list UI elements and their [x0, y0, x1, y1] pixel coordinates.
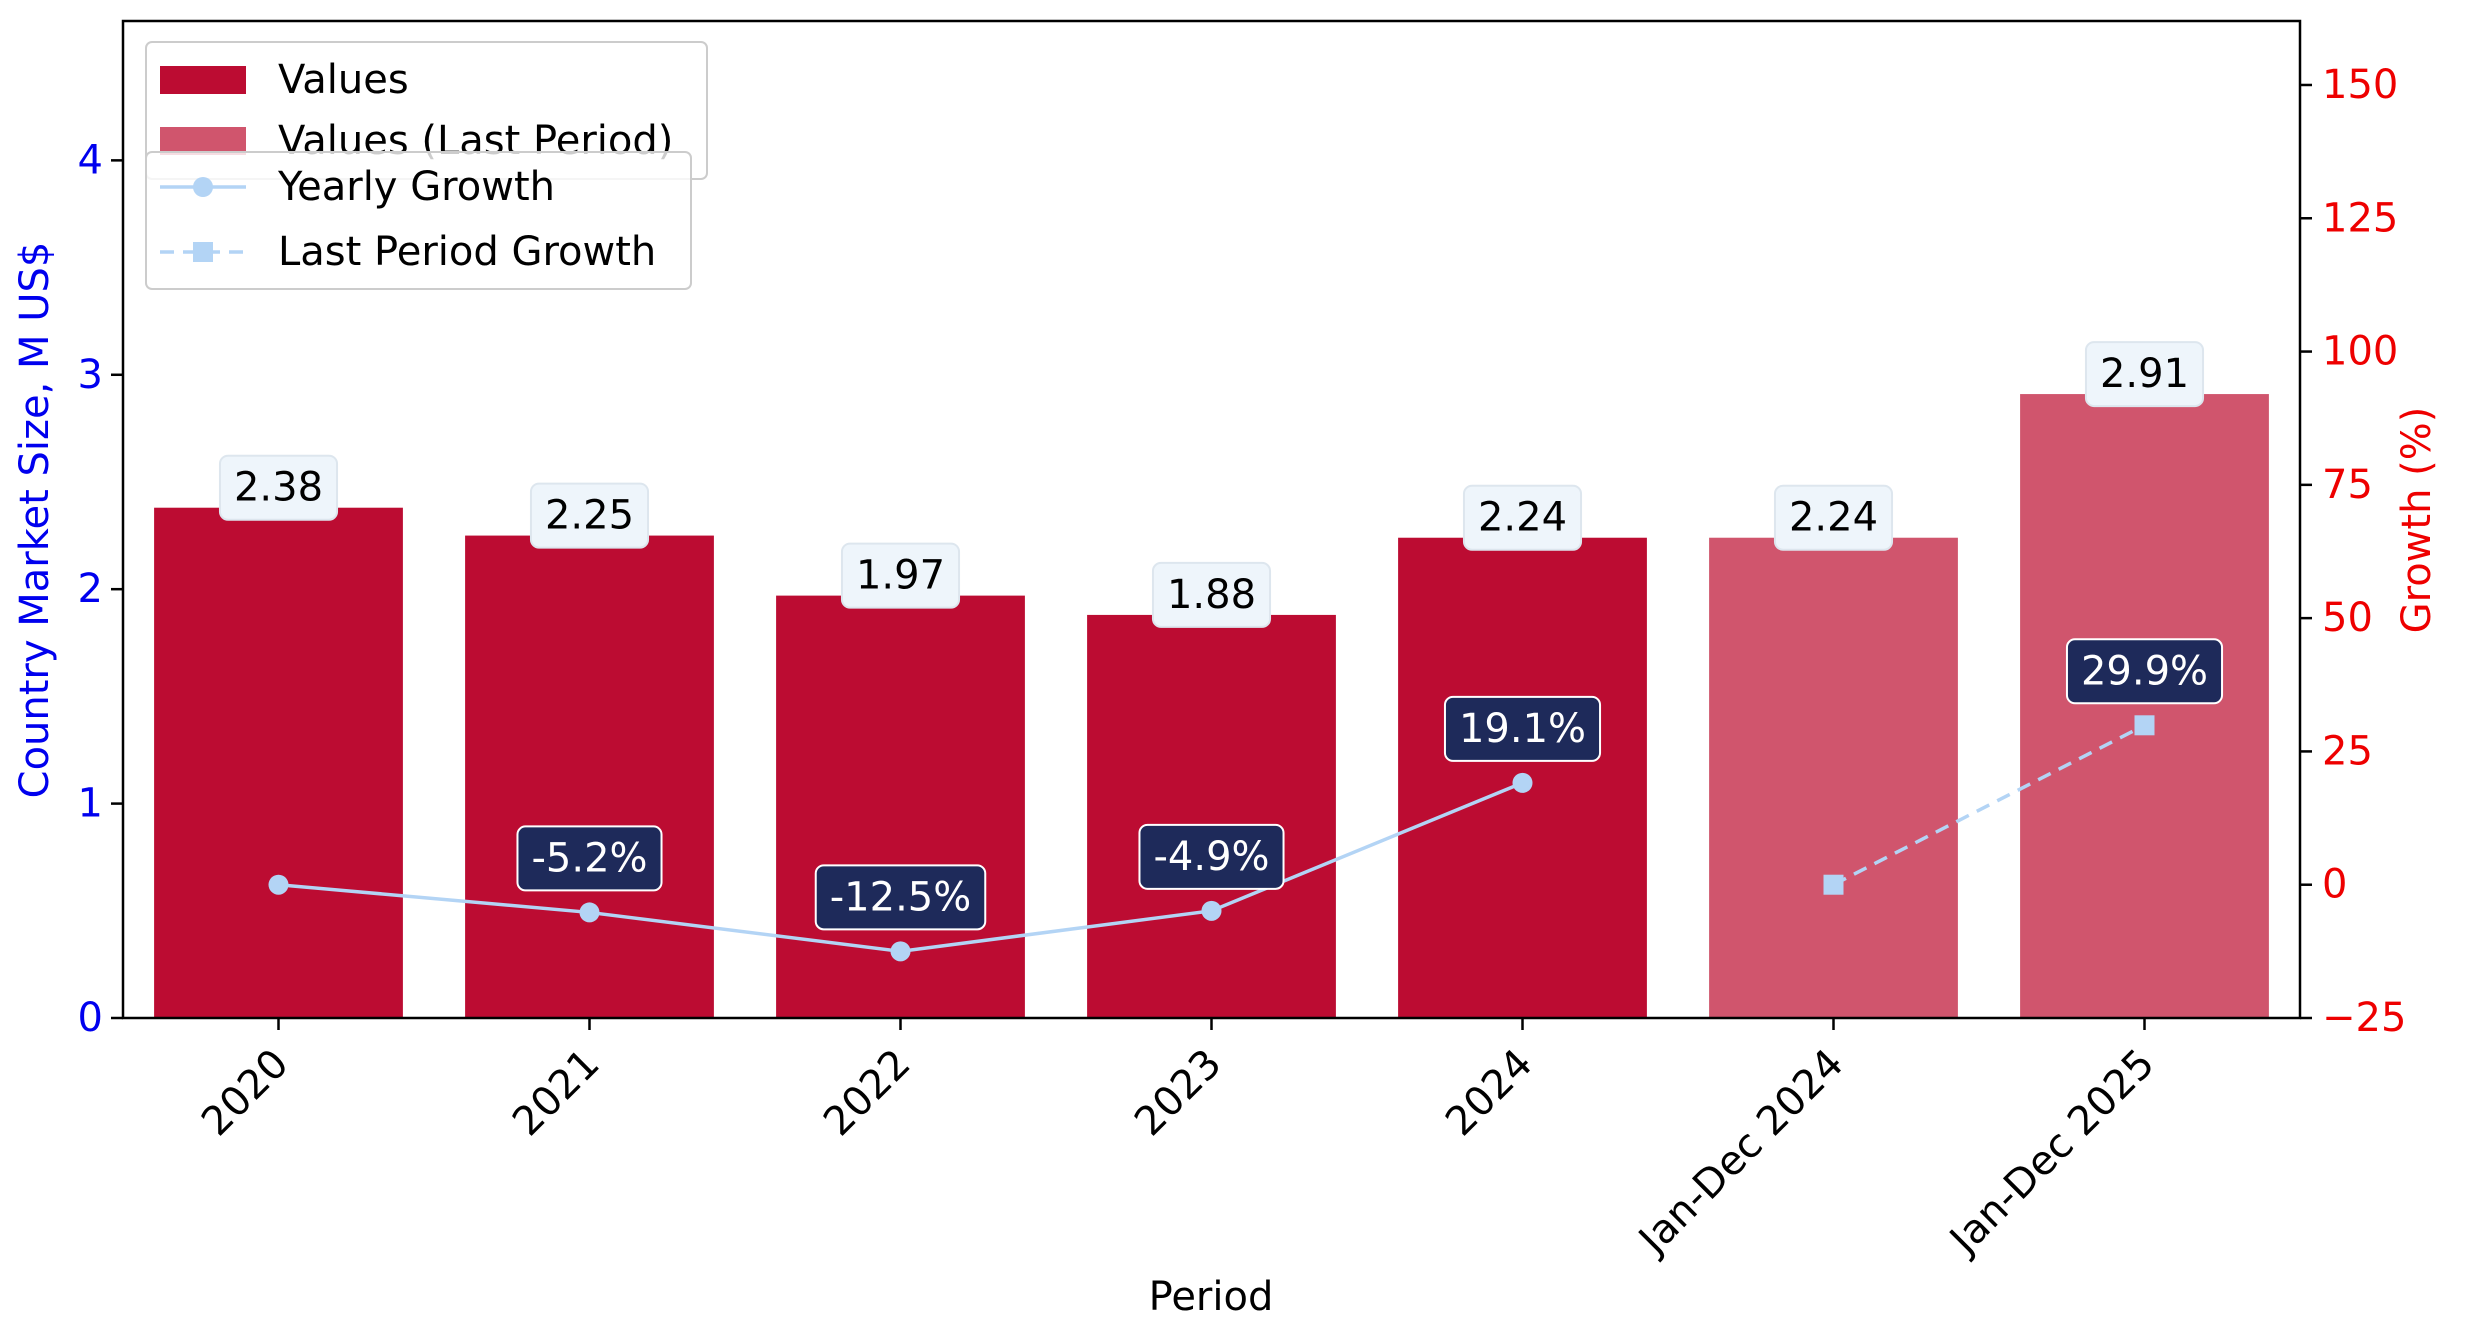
legend-label: Values [278, 57, 409, 103]
growth-label: -12.5% [814, 864, 987, 931]
value-label: 2.24 [1773, 484, 1894, 551]
growth-label-box [2065, 638, 2224, 705]
growth-marker [1512, 772, 1533, 793]
labels-layer: 2.38 2.25 1.97 1.88 2.24 2.24 2.91 -5.2% -12.5% -… [218, 341, 2224, 931]
value-label-box [1462, 484, 1583, 551]
value-label-text: 2.24 [1478, 495, 1567, 541]
value-label: 1.88 [1151, 561, 1272, 628]
value-label-text: 2.24 [1789, 495, 1878, 541]
growth-label-text: -4.9% [1153, 834, 1269, 880]
growth-marker [2134, 715, 2155, 736]
y2-axis-title: Growth (%) [2394, 407, 2440, 634]
value-label-text: 1.97 [856, 553, 945, 599]
x-tick-label: 2021 [504, 1041, 609, 1146]
value-label: 2.24 [1462, 484, 1583, 551]
growth-label: 29.9% [2065, 638, 2224, 705]
bar [1087, 614, 1336, 1018]
value-label: 1.97 [840, 542, 961, 609]
value-label-text: 2.25 [545, 493, 634, 539]
legend-marker [193, 242, 213, 262]
value-label-text: 2.38 [234, 465, 323, 511]
growth-label-box [814, 864, 987, 931]
growth-label-text: 29.9% [2081, 648, 2208, 694]
y2-tick-label: 0 [2322, 862, 2347, 908]
y2-tick-label: 150 [2322, 62, 2398, 108]
y-tick-label: 1 [78, 781, 103, 827]
legend-lines: Yearly Growth Last Period Growth [145, 151, 692, 290]
legend-label: Last Period Growth [278, 229, 656, 275]
growth-label-text: 19.1% [1459, 706, 1586, 752]
legend-lines-frame [145, 151, 692, 290]
y-axis-title: Country Market Size, M US$ [12, 242, 58, 799]
y2-tick-label: 25 [2322, 728, 2373, 774]
legend-swatch [160, 66, 246, 94]
growth-marker [1823, 874, 1844, 895]
y2-tick-label: −25 [2322, 995, 2406, 1041]
bars-layer [154, 394, 2269, 1019]
growth-line [1832, 723, 2146, 887]
y-tick-label: 3 [78, 352, 103, 398]
bar [2020, 394, 2269, 1019]
growth-label-box [1443, 695, 1602, 762]
y2-tick-label: 75 [2322, 462, 2373, 508]
growth-label: -5.2% [516, 825, 663, 892]
growth-label-box [516, 825, 663, 892]
value-label: 2.91 [2084, 341, 2205, 408]
growth-label-text: -12.5% [830, 874, 972, 920]
x-axis-title: Period [1149, 1274, 1274, 1320]
y-tick-label: 4 [78, 137, 103, 183]
growth-label-text: -5.2% [531, 835, 647, 881]
value-label-box [1773, 484, 1894, 551]
value-label-text: 2.91 [2100, 351, 2189, 397]
growth-marker [1201, 900, 1222, 921]
legend-marker [193, 177, 213, 197]
y2-tick-label: 100 [2322, 329, 2398, 375]
bar [154, 507, 403, 1018]
x-tick-label: 2020 [193, 1041, 298, 1146]
growth-marker [579, 902, 600, 923]
y-tick-label: 2 [78, 566, 103, 612]
y2-tick-label: 50 [2322, 595, 2373, 641]
x-tick-label: Jan-Dec 2025 [1939, 1041, 2163, 1265]
value-label-box [1151, 561, 1272, 628]
value-label-text: 1.88 [1167, 572, 1256, 618]
growth-label: 19.1% [1443, 695, 1602, 762]
bar [465, 535, 714, 1018]
legend-label: Yearly Growth [277, 164, 555, 210]
growth-marker [268, 874, 289, 895]
y2-tick-label: 125 [2322, 195, 2398, 241]
legend-swatch [160, 127, 246, 155]
growth-label: -4.9% [1138, 823, 1285, 890]
value-label-box [529, 482, 650, 549]
x-tick-label: 2024 [1437, 1041, 1542, 1146]
growth-marker [890, 941, 911, 962]
value-label-box [2084, 341, 2205, 408]
value-label: 2.38 [218, 454, 339, 521]
growth-label-box [1138, 823, 1285, 890]
lines-layer [268, 715, 2155, 962]
y-tick-label: 0 [78, 995, 103, 1041]
value-label-box [840, 542, 961, 609]
value-label: 2.25 [529, 482, 650, 549]
value-label-box [218, 454, 339, 521]
x-tick-label: Jan-Dec 2024 [1628, 1041, 1852, 1265]
bar [1709, 537, 1958, 1018]
x-tick-label: 2022 [815, 1041, 920, 1146]
x-tick-label: 2023 [1126, 1041, 1231, 1146]
